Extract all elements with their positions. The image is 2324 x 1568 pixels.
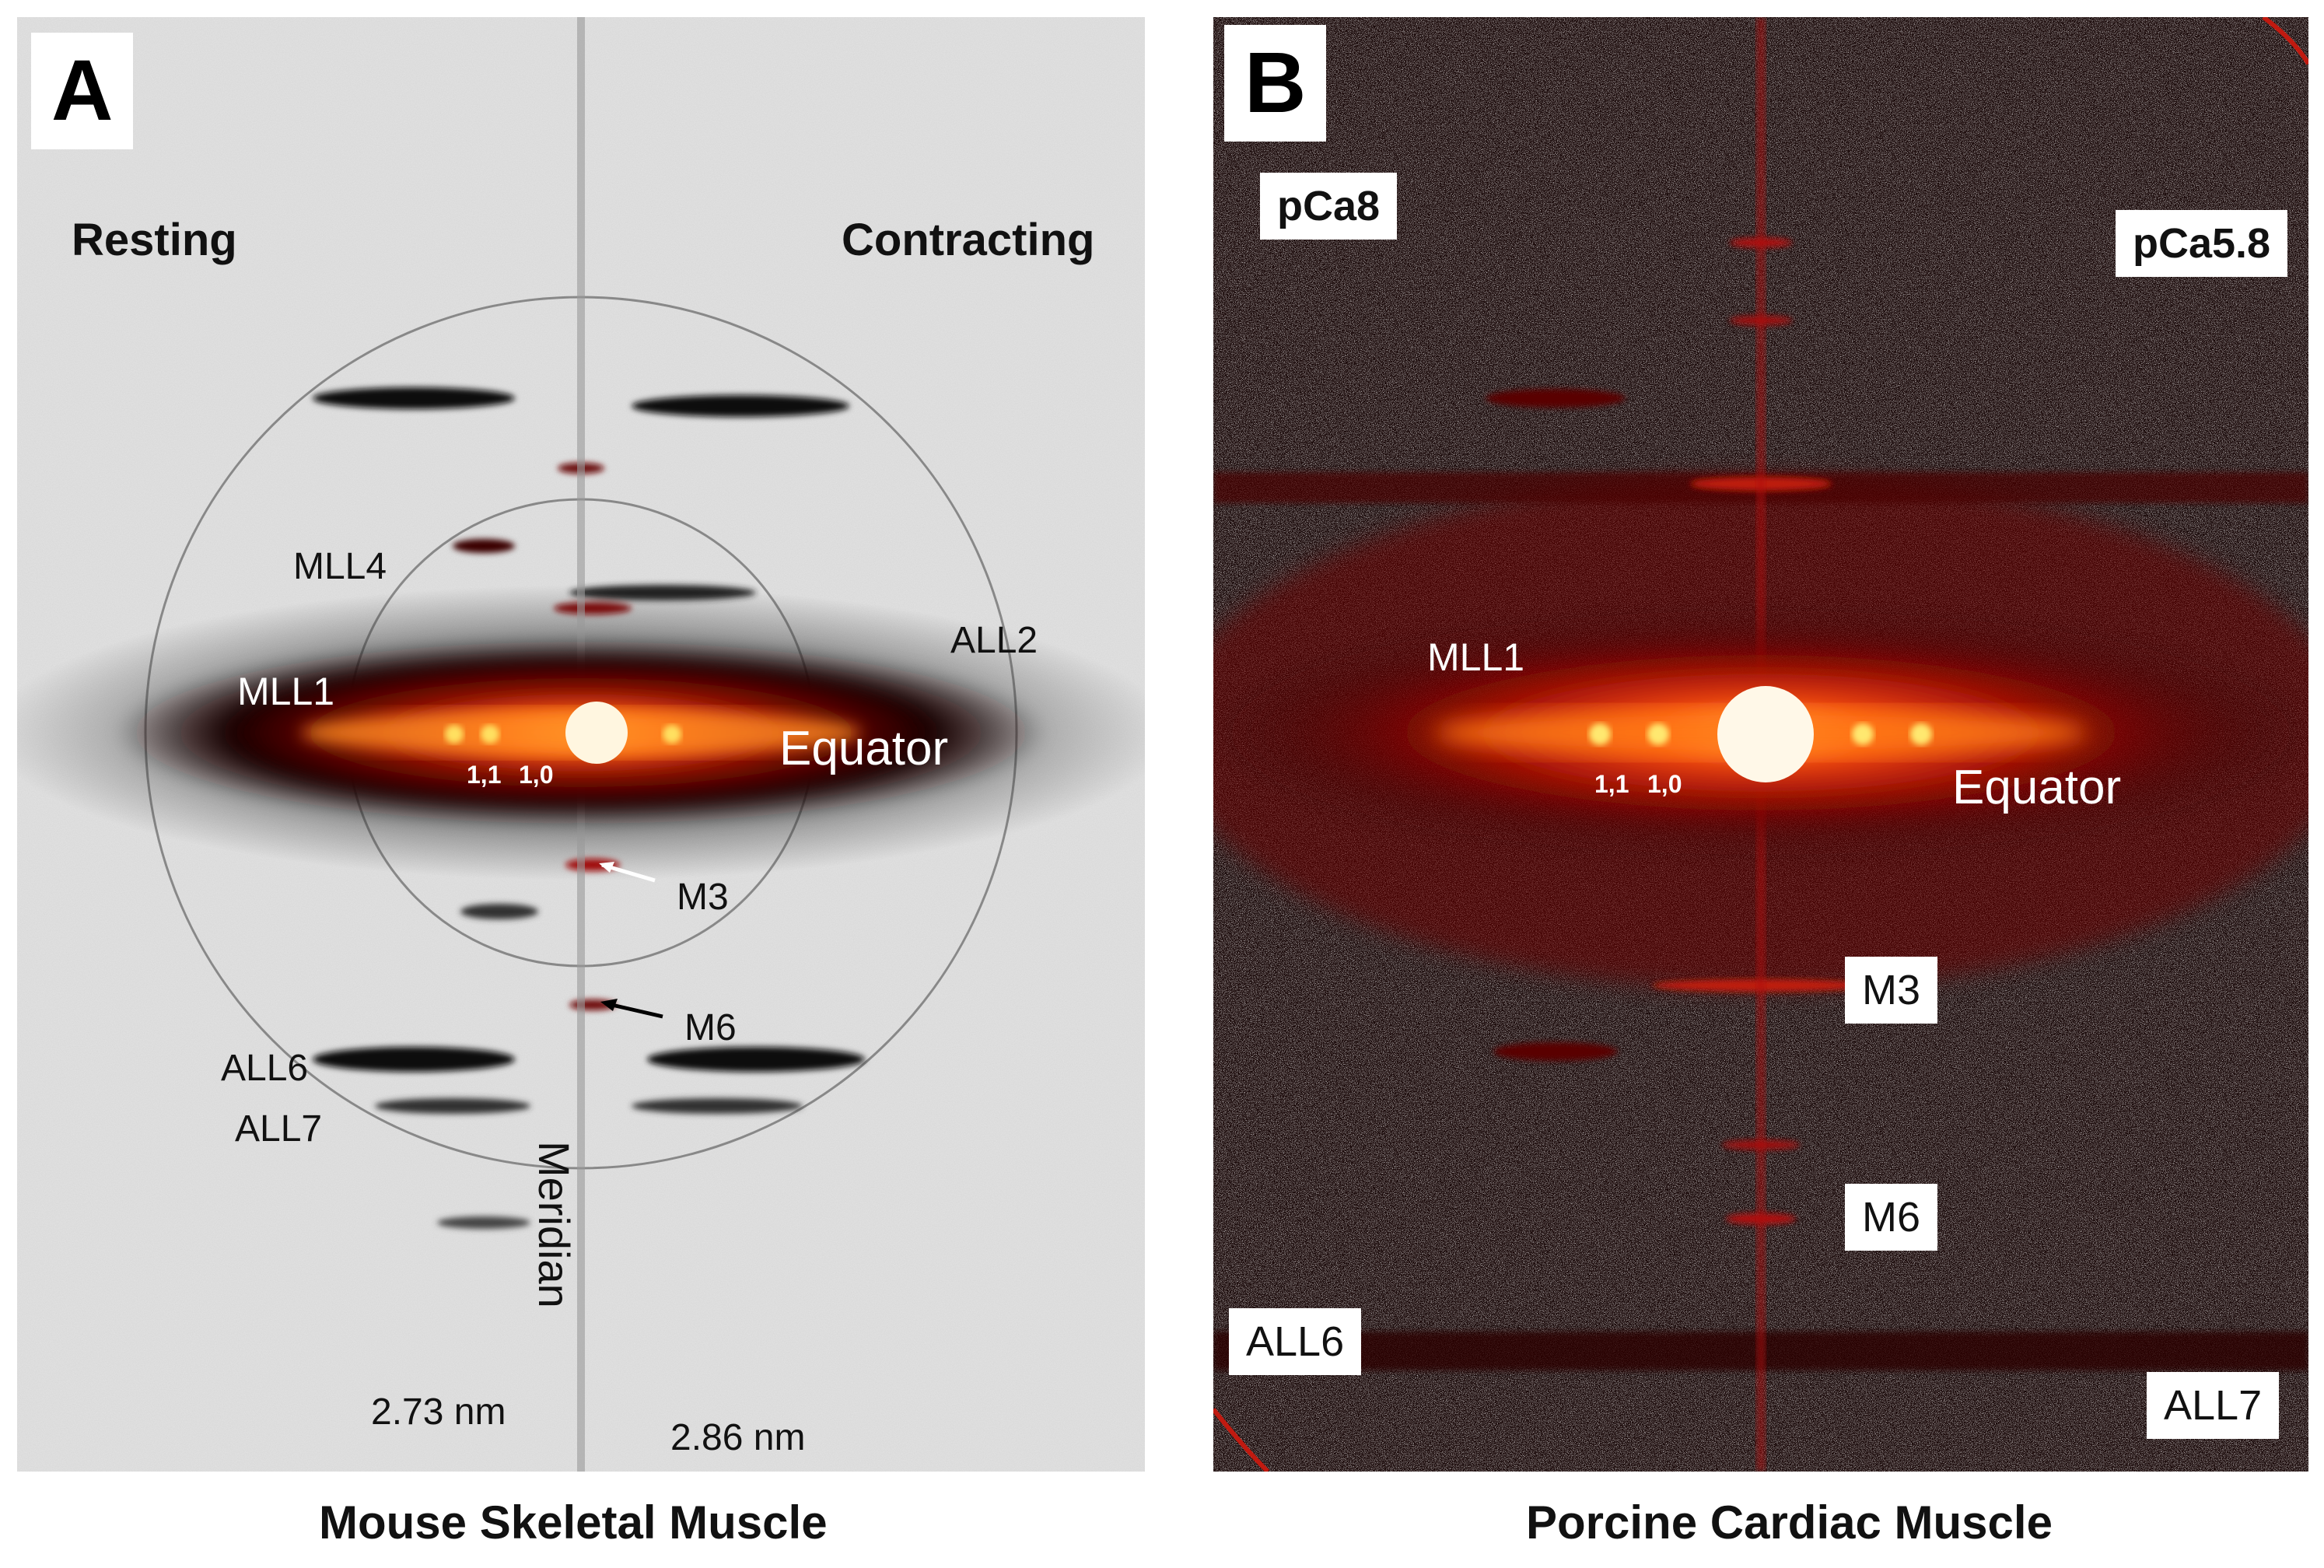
panel-b-beam-stop <box>1717 686 1814 782</box>
panel-b-edge-arc-left <box>1213 1408 1270 1472</box>
panel-b-reflection-1-1-right-spot <box>1910 723 1932 745</box>
reflection-1-0-spot <box>481 725 499 744</box>
label-meridian: Meridian <box>530 1141 579 1308</box>
label-mll1: MLL1 <box>237 670 335 713</box>
panel-a-diffraction-image: A Resting Contracting MLL4 MLL1 ALL2 Equ… <box>17 17 1145 1472</box>
panel-b-reflection-1-0-spot <box>1647 723 1669 745</box>
reflection-1-1-spot <box>445 725 464 744</box>
label-all2: ALL2 <box>950 620 1038 661</box>
panel-b-diffraction-image: B pCa8 pCa5.8 MLL1 Equator 1,1 1,0 M3 M6… <box>1213 17 2308 1472</box>
panel-b-label-m6: M6 <box>1845 1184 1938 1251</box>
panel-b-label-reflection-1-0: 1,0 <box>1647 770 1682 798</box>
caption-porcine-cardiac-muscle: Porcine Cardiac Muscle <box>1526 1496 2053 1549</box>
label-mll4: MLL4 <box>293 546 387 587</box>
label-reflection-1-1: 1,1 <box>467 761 502 789</box>
label-spacing-2-86: 2.86 nm <box>670 1417 806 1458</box>
panel-a-layer-lines <box>313 387 865 1229</box>
label-equator: Equator <box>779 722 949 775</box>
label-contracting: Contracting <box>842 215 1095 265</box>
panel-a-letter: A <box>31 33 134 149</box>
label-spacing-2-73: 2.73 nm <box>371 1391 506 1433</box>
panel-a-pattern <box>17 17 1145 1472</box>
label-resting: Resting <box>72 215 237 265</box>
label-reflection-1-0: 1,0 <box>519 761 554 789</box>
label-pca5-8: pCa5.8 <box>2116 210 2288 277</box>
reflection-1-0-right-spot <box>663 725 681 744</box>
panel-b-label-all6: ALL6 <box>1229 1308 1362 1375</box>
m6-arrowhead <box>600 999 618 1011</box>
label-m6: M6 <box>684 1007 737 1048</box>
panel-b-label-equator: Equator <box>1952 761 2122 814</box>
label-pca8: pCa8 <box>1260 173 1398 240</box>
panel-b-label-all7: ALL7 <box>2147 1372 2280 1439</box>
label-all6: ALL6 <box>221 1048 309 1089</box>
beam-stop <box>565 702 628 764</box>
panel-b-reflection-1-1-spot <box>1589 723 1611 745</box>
panel-b-label-reflection-1-1: 1,1 <box>1594 770 1629 798</box>
caption-mouse-skeletal-muscle: Mouse Skeletal Muscle <box>319 1496 828 1549</box>
m3-arrowhead <box>599 862 614 873</box>
panel-b-letter: B <box>1224 25 1327 142</box>
panel-b-edge-arc-right <box>2262 17 2308 65</box>
panel-b-label-mll1: MLL1 <box>1427 635 1525 679</box>
label-all7: ALL7 <box>235 1108 323 1150</box>
panel-b-reflection-1-0-right-spot <box>1852 723 1874 745</box>
label-m3: M3 <box>677 877 729 918</box>
panel-b-label-m3: M3 <box>1845 957 1938 1024</box>
